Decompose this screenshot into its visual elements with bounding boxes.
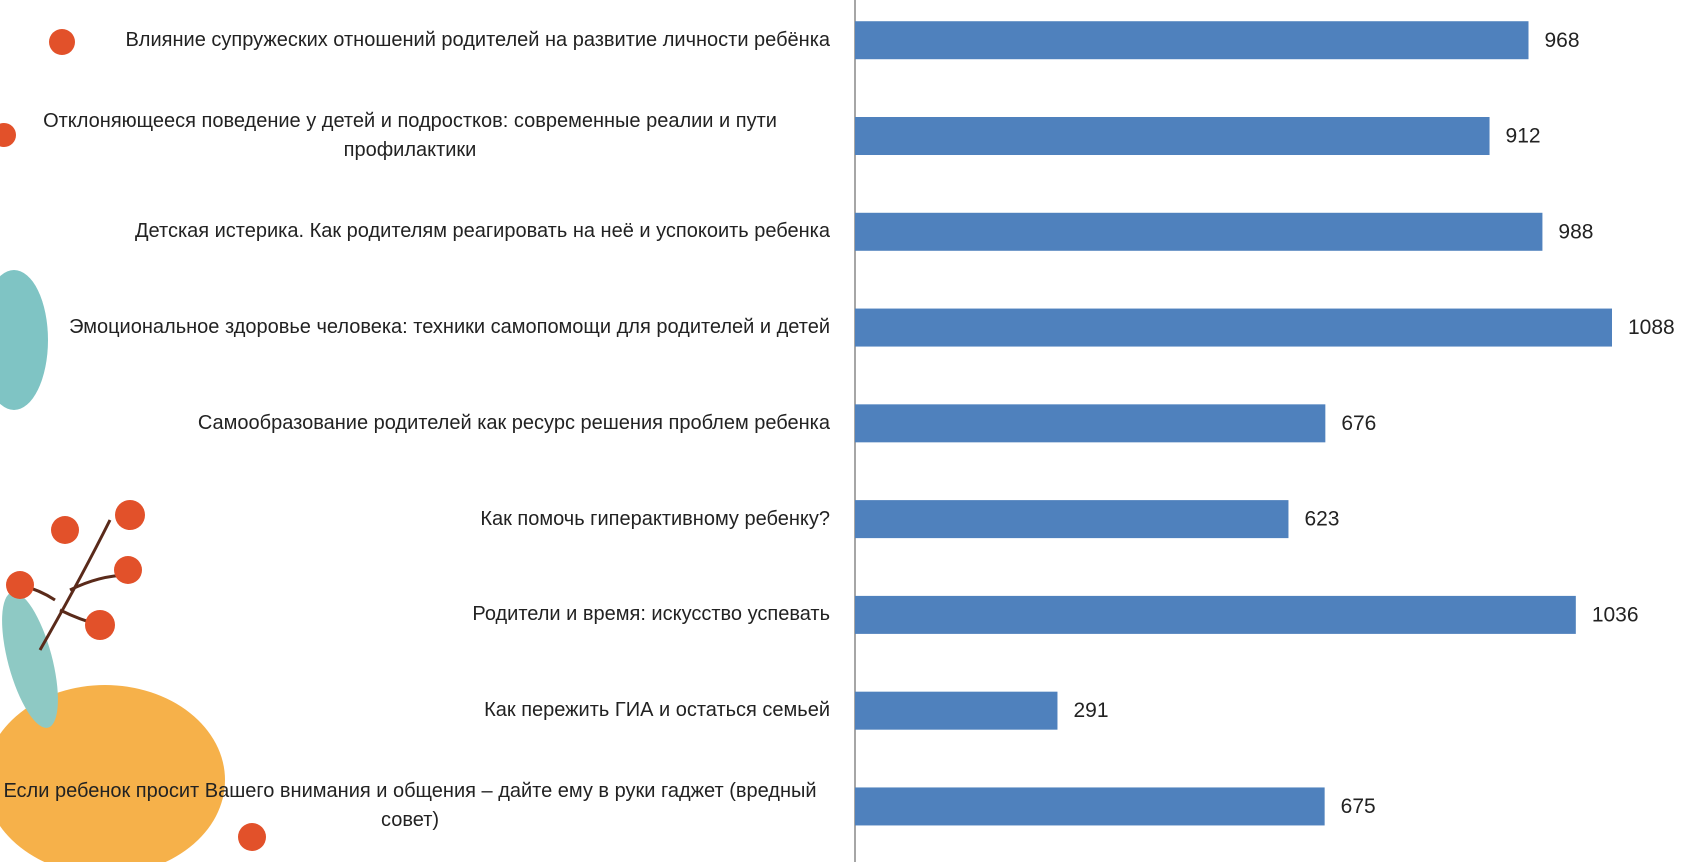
bar — [855, 117, 1490, 156]
decoration — [0, 29, 266, 862]
category-label: Самообразование родителей как ресурс реш… — [0, 383, 830, 463]
value-label: 1036 — [1592, 603, 1639, 626]
bar — [855, 21, 1529, 60]
bar — [855, 404, 1326, 443]
category-label: Если ребенок просит Вашего внимания и об… — [0, 766, 830, 846]
bar — [855, 308, 1612, 347]
category-label: Детская истерика. Как родителям реагиров… — [0, 192, 830, 272]
category-text: Влияние супружеских отношений родителей … — [125, 28, 830, 51]
category-text: Отклоняющееся поведение у детей и подрос… — [43, 110, 777, 161]
category-text: Эмоциональное здоровье человека: техники… — [69, 316, 830, 339]
value-label: 676 — [1341, 412, 1376, 435]
value-label: 968 — [1545, 29, 1580, 52]
category-text: Детская истерика. Как родителям реагиров… — [135, 220, 830, 243]
value-label: 675 — [1341, 795, 1376, 818]
value-label: 912 — [1506, 125, 1541, 148]
bar — [855, 500, 1289, 539]
category-label: Как пережить ГИА и остаться семьей — [0, 671, 830, 751]
value-label: 988 — [1558, 220, 1593, 243]
category-text: Как пережить ГИА и остаться семьей — [484, 699, 830, 722]
bar — [855, 595, 1576, 634]
category-text: Если ребенок просит Вашего внимания и об… — [3, 780, 817, 832]
bar — [855, 787, 1325, 826]
bar — [855, 212, 1543, 251]
category-label: Эмоциональное здоровье человека: техники… — [0, 288, 830, 368]
category-label: Влияние супружеских отношений родителей … — [0, 0, 830, 80]
category-text: Родители и время: искусство успевать — [472, 603, 830, 626]
category-text: Как помочь гиперактивному ребенку? — [480, 507, 830, 530]
bar — [855, 691, 1058, 730]
value-label: 1088 — [1628, 316, 1675, 339]
category-label: Как помочь гиперактивному ребенку? — [0, 479, 830, 559]
value-label: 623 — [1304, 508, 1339, 531]
category-text: Самообразование родителей как ресурс реш… — [197, 411, 830, 434]
category-label: Отклоняющееся поведение у детей и подрос… — [0, 96, 830, 176]
category-label: Родители и время: искусство успевать — [0, 575, 830, 655]
value-label: 291 — [1073, 699, 1108, 722]
